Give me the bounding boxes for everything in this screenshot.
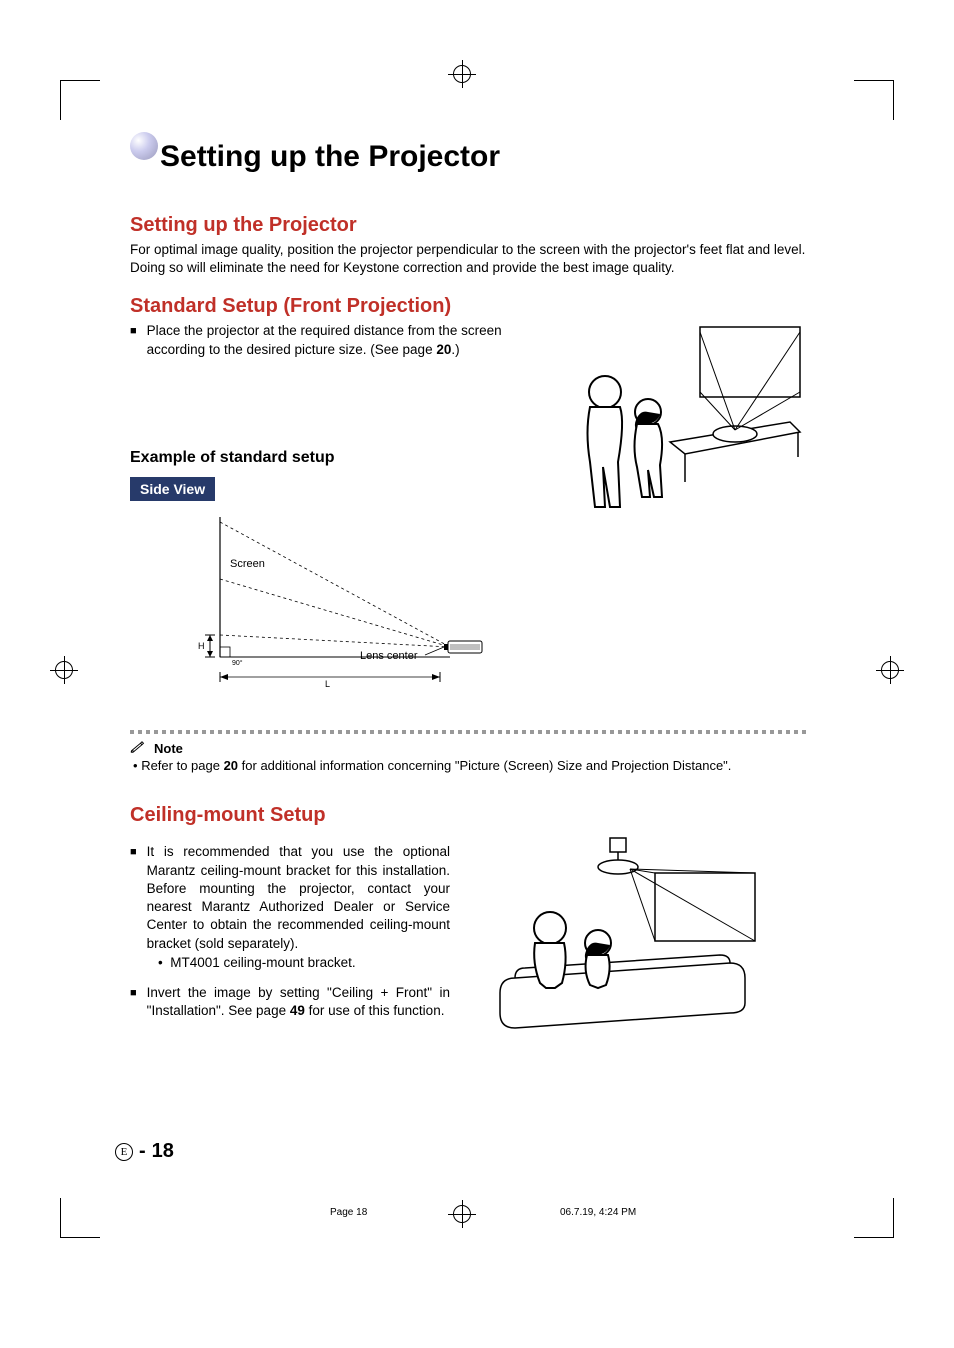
note-body: • Refer to page 20 for additional inform… xyxy=(130,757,810,775)
page-reference: 49 xyxy=(290,1003,305,1018)
bullet-text: Invert the image by setting "Ceiling + F… xyxy=(147,984,450,1020)
registration-mark xyxy=(448,60,476,88)
side-view-diagram: H 90° L Screen xyxy=(130,507,530,712)
crop-mark xyxy=(854,80,894,120)
diagram-l-label: L xyxy=(325,679,330,689)
text-fragment: Refer to page xyxy=(141,758,223,773)
text-fragment: - xyxy=(139,1140,146,1163)
section-heading-ceiling: Ceiling-mount Setup xyxy=(130,804,810,827)
page-num-value: 18 xyxy=(152,1140,174,1163)
note-icon xyxy=(130,740,148,757)
title-decor-icon xyxy=(130,132,158,160)
language-code: E xyxy=(115,1143,133,1161)
sub-bullet: • MT4001 ceiling-mount bracket. xyxy=(158,955,450,970)
bullet-text: Place the projector at the required dist… xyxy=(147,322,530,358)
text-fragment: for use of this function. xyxy=(305,1003,445,1018)
text-fragment: .) xyxy=(451,342,459,357)
diagram-lens-label: Lens center xyxy=(360,650,418,662)
example-heading: Example of standard setup xyxy=(130,449,530,467)
registration-mark xyxy=(448,1200,476,1228)
page-reference: 20 xyxy=(436,342,451,357)
bullet-item: ■ It is recommended that you use the opt… xyxy=(130,843,450,952)
bullet-item: ■ Invert the image by setting "Ceiling +… xyxy=(130,984,450,1020)
bullet-dot-icon: • xyxy=(133,758,138,773)
note-label: Note xyxy=(154,741,183,756)
registration-mark xyxy=(876,656,904,684)
crop-mark xyxy=(854,1198,894,1238)
page-content: Setting up the Projector Setting up the … xyxy=(130,140,810,1058)
front-projection-illustration xyxy=(540,322,810,711)
section-heading-setup: Setting up the Projector xyxy=(130,214,810,237)
note-separator xyxy=(130,730,810,734)
page-reference: 20 xyxy=(224,758,238,773)
print-footer-timestamp: 06.7.19, 4:24 PM xyxy=(560,1207,636,1218)
crop-mark xyxy=(60,80,100,120)
section-heading-standard: Standard Setup (Front Projection) xyxy=(130,295,810,318)
crop-mark xyxy=(60,1198,100,1238)
note-heading: Note xyxy=(130,740,810,757)
bullet-text: It is recommended that you use the optio… xyxy=(147,843,450,952)
diagram-angle-label: 90° xyxy=(232,659,243,667)
ceiling-mount-illustration xyxy=(470,833,810,1058)
print-footer-page: Page 18 xyxy=(330,1207,367,1218)
page-title: Setting up the Projector xyxy=(160,140,810,174)
sub-bullet-text: MT4001 ceiling-mount bracket. xyxy=(170,955,355,970)
diagram-h-label: H xyxy=(198,641,205,651)
registration-mark xyxy=(50,656,78,684)
section-body: For optimal image quality, position the … xyxy=(130,241,810,277)
page-number: E -18 xyxy=(115,1140,174,1163)
bullet-item: ■ Place the projector at the required di… xyxy=(130,322,530,358)
bullet-dot-icon: • xyxy=(158,955,163,970)
text-fragment: for additional information concerning "P… xyxy=(238,758,731,773)
bullet-square-icon: ■ xyxy=(130,843,137,952)
bullet-square-icon: ■ xyxy=(130,984,137,1020)
side-view-badge: Side View xyxy=(130,477,215,501)
bullet-square-icon: ■ xyxy=(130,322,137,358)
diagram-screen-label: Screen xyxy=(230,558,265,570)
